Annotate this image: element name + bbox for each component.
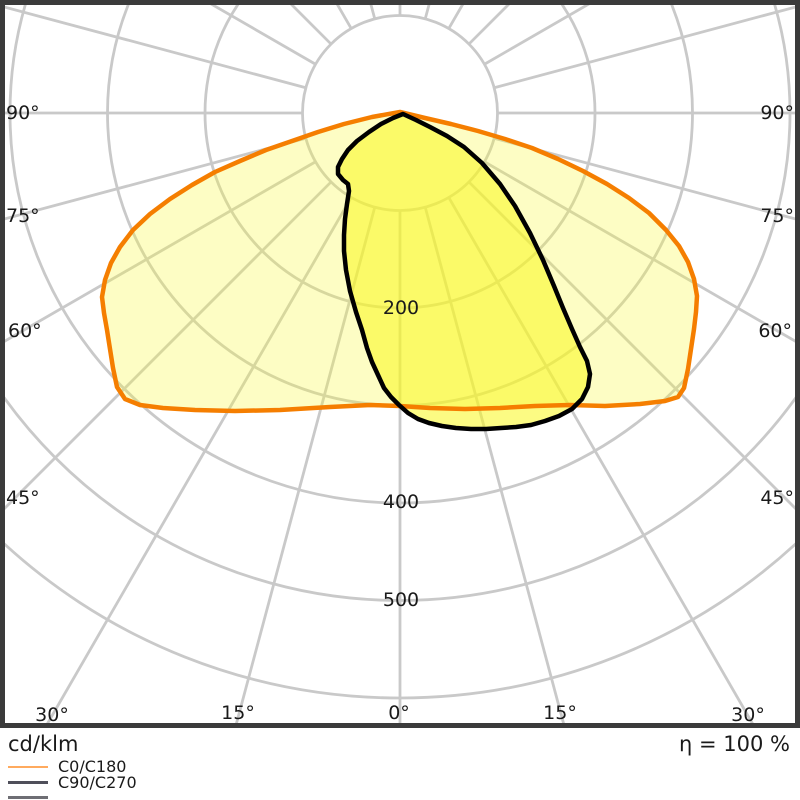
- angle-label-9: 45°: [760, 487, 794, 509]
- legend-row-c0: C0/C180: [8, 759, 408, 775]
- grid-radial-105: [493, 5, 795, 90]
- legend: C0/C180 C90/C270: [8, 759, 408, 790]
- grid-radial-330: [46, 196, 353, 723]
- c90-line-swatch: [8, 781, 48, 784]
- ring-label-400: 400: [383, 491, 419, 513]
- angle-label-1: 75°: [6, 205, 40, 227]
- angle-label-10: 60°: [758, 320, 792, 342]
- plot-border: [0, 0, 800, 728]
- ring-label-200: 200: [383, 297, 419, 319]
- legend-label-c90: C90/C270: [58, 772, 137, 792]
- efficiency-label: η = 100 %: [679, 732, 790, 756]
- grid-radial-285: [5, 136, 307, 221]
- grid-radial-345: [235, 206, 377, 723]
- angle-label-2: 60°: [8, 320, 42, 342]
- unit-label: cd/klm: [8, 732, 79, 756]
- legend-label-c0: C0/C180: [58, 757, 127, 777]
- ring-label-500: 500: [383, 589, 419, 611]
- angle-label-11: 75°: [760, 205, 794, 227]
- curve-c0-c180: [99, 109, 700, 414]
- angle-label-5: 15°: [221, 702, 255, 724]
- legend-partial-line: [8, 796, 48, 799]
- grid-radial-255: [5, 5, 307, 90]
- grid-radial-315: [5, 180, 333, 510]
- grid-radial-75: [493, 136, 795, 221]
- polar-chart-svg: 200 400 500 90° 75° 60° 45° 30° 15° 0° 15° 30° 45° 60…: [0, 0, 800, 728]
- grid-radial-300: [5, 160, 317, 343]
- grid-radial-45: [467, 180, 795, 510]
- angle-label-12: 90°: [760, 102, 794, 124]
- legend-row-c90: C90/C270: [8, 772, 408, 792]
- curve-fill-c90-c270: [338, 114, 590, 429]
- grid-radial-60: [483, 160, 795, 343]
- angle-label-8: 30°: [731, 704, 765, 726]
- angle-label-6: 0°: [388, 702, 410, 724]
- angle-label-7: 15°: [543, 702, 577, 724]
- polar-plot: 200 400 500 90° 75° 60° 45° 30° 15° 0° 15° 30° 45° 60…: [0, 0, 800, 728]
- curve-c90-c270: [335, 111, 593, 432]
- angle-label-4: 30°: [35, 704, 69, 726]
- angle-label-3: 45°: [6, 487, 40, 509]
- footer-row: cd/klm η = 100 %: [0, 732, 800, 756]
- c0-line-swatch: [8, 765, 48, 768]
- angle-label-0: 90°: [6, 102, 40, 124]
